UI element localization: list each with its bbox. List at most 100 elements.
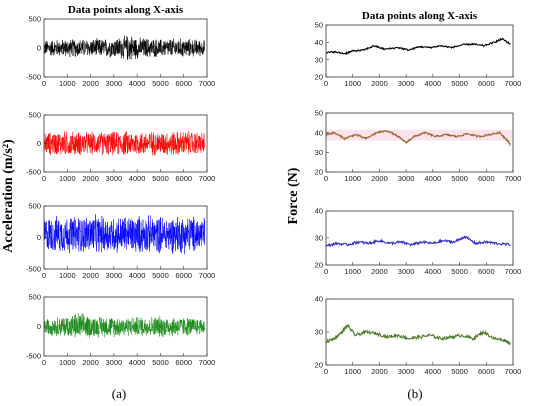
x-tick-label: 1000 bbox=[59, 79, 76, 88]
y-tick-label: 30 bbox=[315, 234, 323, 243]
y-tick-label: 500 bbox=[28, 202, 41, 211]
x-tick-label: 6000 bbox=[478, 174, 495, 183]
x-tick-label: 5000 bbox=[451, 367, 468, 376]
y-tick-label: -500 bbox=[26, 168, 41, 177]
x-tick-label: 1000 bbox=[344, 367, 361, 376]
x-tick-label: 5000 bbox=[152, 79, 169, 88]
x-tick-label: 3000 bbox=[398, 367, 415, 376]
x-tick-label: 1000 bbox=[59, 271, 76, 280]
x-tick-label: 0 bbox=[42, 358, 46, 367]
x-tick-label: 6000 bbox=[478, 367, 495, 376]
x-tick-label: 7000 bbox=[505, 367, 522, 376]
series-line bbox=[44, 35, 205, 60]
y-axis-label: Acceleration (m/s²) bbox=[1, 139, 16, 253]
x-tick-label: 2000 bbox=[82, 79, 99, 88]
y-tick-label: -500 bbox=[26, 352, 41, 361]
chart-title: Data points along X-axis bbox=[68, 4, 184, 16]
y-tick-label: 0 bbox=[37, 322, 41, 331]
x-tick-label: 4000 bbox=[425, 174, 442, 183]
chart-force-x: 0 1000 2000 3000 4000 5000 6000 7000 50 40 30 20 Dat… bbox=[286, 10, 521, 224]
x-tick-label: 5000 bbox=[451, 79, 468, 88]
x-tick-label: 1000 bbox=[59, 174, 76, 183]
x-tick-label: 5000 bbox=[152, 271, 169, 280]
x-tick-label: 3000 bbox=[106, 358, 123, 367]
x-tick-label: 3000 bbox=[106, 271, 123, 280]
y-tick-label: 0 bbox=[37, 139, 41, 148]
y-tick-label: -500 bbox=[26, 73, 41, 82]
y-tick-label: 0 bbox=[37, 44, 41, 53]
y-tick-label: 30 bbox=[315, 55, 323, 64]
y-tick-label: 30 bbox=[315, 328, 323, 337]
x-tick-label: 4000 bbox=[425, 267, 442, 276]
y-tick-label: 50 bbox=[315, 21, 323, 30]
x-tick-label: 0 bbox=[42, 271, 46, 280]
y-tick-label: 40 bbox=[315, 38, 323, 47]
y-tick-label: 40 bbox=[315, 207, 323, 216]
x-tick-label: 1000 bbox=[344, 79, 361, 88]
y-tick-label: 40 bbox=[315, 128, 323, 137]
x-tick-label: 5000 bbox=[451, 267, 468, 276]
x-tick-label: 6000 bbox=[175, 79, 192, 88]
y-tick-label: 500 bbox=[28, 15, 41, 24]
y-tick-label: 20 bbox=[315, 261, 323, 270]
x-tick-label: 7000 bbox=[505, 267, 522, 276]
x-tick-label: 2000 bbox=[82, 271, 99, 280]
x-tick-label: 4000 bbox=[129, 79, 146, 88]
x-tick-label: 6000 bbox=[478, 267, 495, 276]
x-tick-label: 2000 bbox=[371, 267, 388, 276]
x-tick-label: 6000 bbox=[175, 174, 192, 183]
x-tick-label: 2000 bbox=[82, 358, 99, 367]
axes-frame bbox=[325, 24, 514, 78]
chart-force-y: 0 1000 2000 3000 4000 5000 6000 7000 50 40 30 20 bbox=[315, 109, 522, 183]
x-tick-label: 7000 bbox=[199, 79, 216, 88]
x-tick-label: 7000 bbox=[505, 79, 522, 88]
x-tick-label: 1000 bbox=[344, 174, 361, 183]
x-tick-label: 5000 bbox=[152, 174, 169, 183]
x-tick-label: 6000 bbox=[175, 358, 192, 367]
x-tick-label: 4000 bbox=[425, 79, 442, 88]
y-tick-label: -500 bbox=[26, 265, 41, 274]
x-tick-label: 1000 bbox=[59, 358, 76, 367]
y-tick-label: 50 bbox=[315, 109, 323, 118]
x-tick-label: 3000 bbox=[106, 174, 123, 183]
y-tick-label: 20 bbox=[315, 73, 323, 82]
axes-frame bbox=[325, 112, 514, 173]
x-tick-label: 0 bbox=[324, 174, 328, 183]
series-line bbox=[44, 131, 205, 156]
caption-left: (a) bbox=[112, 386, 126, 401]
chart-force-4: 0 1000 2000 3000 4000 5000 6000 7000 40 30 20 bbox=[315, 295, 522, 376]
x-tick-label: 0 bbox=[42, 174, 46, 183]
chart-acc-x: 0 1000 2000 3000 4000 5000 6000 70005000-500Dat… bbox=[1, 4, 215, 253]
y-tick-label: 20 bbox=[315, 361, 323, 370]
x-tick-label: 7000 bbox=[505, 174, 522, 183]
series-line bbox=[326, 323, 511, 346]
y-tick-label: 30 bbox=[315, 148, 323, 157]
axes-frame bbox=[325, 210, 514, 266]
x-tick-label: 3000 bbox=[106, 79, 123, 88]
series-line bbox=[326, 37, 511, 56]
x-tick-label: 6000 bbox=[175, 271, 192, 280]
x-tick-label: 1000 bbox=[344, 267, 361, 276]
x-tick-label: 4000 bbox=[425, 367, 442, 376]
x-tick-label: 0 bbox=[42, 79, 46, 88]
y-tick-label: 500 bbox=[28, 111, 41, 120]
y-tick-label: 40 bbox=[315, 295, 323, 304]
y-tick-label: 0 bbox=[37, 233, 41, 242]
x-tick-label: 0 bbox=[324, 79, 328, 88]
series-line bbox=[326, 235, 511, 248]
x-tick-label: 4000 bbox=[129, 271, 146, 280]
x-tick-label: 5000 bbox=[152, 358, 169, 367]
x-tick-label: 0 bbox=[324, 367, 328, 376]
x-tick-label: 4000 bbox=[129, 358, 146, 367]
x-tick-label: 6000 bbox=[478, 79, 495, 88]
series-line bbox=[44, 214, 205, 255]
x-tick-label: 7000 bbox=[199, 271, 216, 280]
x-tick-label: 7000 bbox=[199, 174, 216, 183]
chart-title: Data points along X-axis bbox=[362, 10, 478, 22]
x-tick-label: 2000 bbox=[371, 367, 388, 376]
x-tick-label: 3000 bbox=[398, 79, 415, 88]
